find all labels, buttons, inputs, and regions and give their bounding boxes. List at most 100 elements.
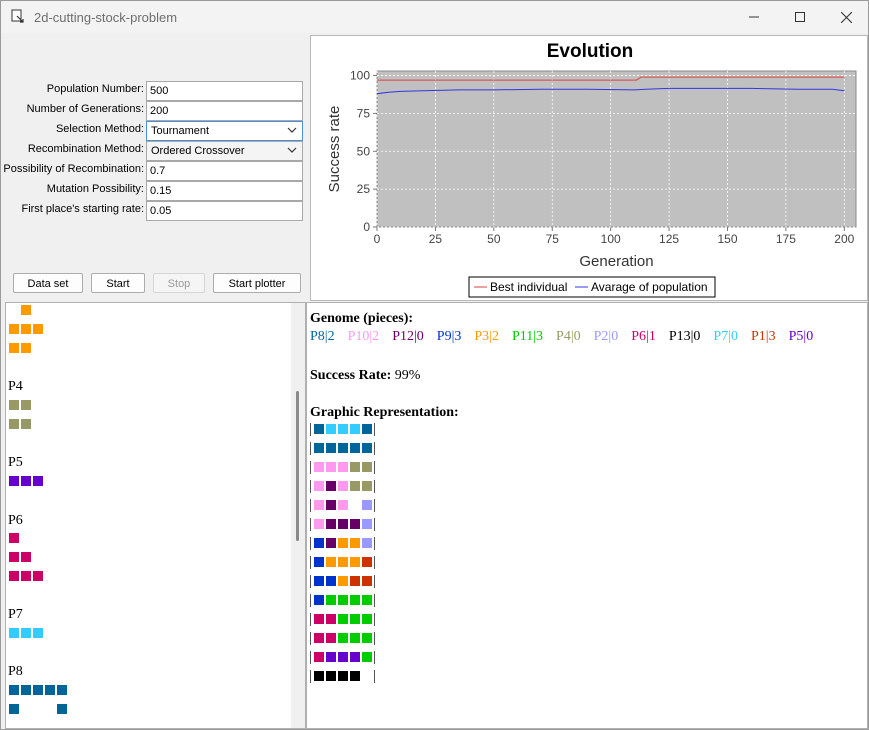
graphic-cell: [338, 576, 348, 586]
maximize-icon: [795, 12, 805, 22]
piece-label: P6: [8, 513, 23, 528]
graphic-cell: [314, 671, 324, 681]
stock-border: [374, 594, 375, 607]
graphic-cell: [362, 462, 372, 472]
chevron-down-icon: [287, 127, 297, 133]
graphic-cell: [326, 633, 336, 643]
close-button[interactable]: [823, 1, 868, 33]
mutation-possibility-input[interactable]: 0.15: [146, 181, 303, 201]
minimize-button[interactable]: [731, 1, 777, 33]
piece-cell: [33, 476, 43, 486]
piece-cell: [21, 343, 31, 353]
series-line-0: [377, 76, 845, 81]
genome-list: P8|2 P10|2 P12|0 P9|3 P3|2 P11|3 P4|0 P2|0 P6|1 P…: [310, 329, 826, 345]
graphic-cell: [338, 481, 348, 491]
graphic-cell: [338, 595, 348, 605]
piece-cell: [33, 571, 43, 581]
graphic-cell: [362, 538, 372, 548]
population-number-label: Population Number:: [46, 83, 144, 95]
y-tick-label: 25: [357, 182, 371, 196]
population-number-input[interactable]: 500: [146, 81, 303, 101]
piece-label: P7: [8, 607, 23, 622]
graphic-cell: [338, 519, 348, 529]
stock-border: [310, 461, 311, 474]
graphic-cell: [350, 462, 360, 472]
x-tick-label: 50: [487, 232, 501, 246]
graphic-cell: [350, 576, 360, 586]
selection-method-row: Selection Method: Tournament: [5, 121, 308, 141]
graphic-cell: [338, 424, 348, 434]
graphic-cell: [314, 500, 324, 510]
piece-cell: [21, 571, 31, 581]
graphic-cell: [350, 652, 360, 662]
selection-method-label: Selection Method:: [55, 123, 144, 135]
scrollbar-thumb[interactable]: [296, 391, 299, 541]
chart-legend: Best individual Avarage of population: [468, 276, 716, 298]
mutation-possibility-label: Mutation Possibility:: [46, 183, 144, 195]
start-button[interactable]: Start: [91, 273, 145, 293]
stock-border: [374, 499, 375, 512]
piece-cell: [9, 343, 19, 353]
stock-border: [374, 537, 375, 550]
genome-piece: P9|3: [436, 329, 462, 344]
piece-cell: [21, 324, 31, 334]
graphic-cell: [362, 633, 372, 643]
graphic-cell: [326, 576, 336, 586]
starting-rate-label: First place's starting rate:: [21, 203, 144, 215]
starting-rate-input[interactable]: 0.05: [146, 201, 303, 221]
genome-piece: P4|0: [556, 329, 581, 344]
recombination-possibility-row: Possibility of Recombination: 0.7: [3, 161, 308, 181]
graphic-cell: [326, 500, 336, 510]
stock-border: [310, 632, 311, 645]
graphic-cell: [326, 424, 336, 434]
x-tick-label: 75: [546, 232, 560, 246]
legend-label-1: Avarage of population: [591, 280, 708, 294]
generations-input[interactable]: 200: [146, 101, 303, 121]
maximize-button[interactable]: [777, 1, 823, 33]
pieces-panel[interactable]: P4 P5 P6 P7 P8: [5, 302, 306, 729]
recombination-method-select[interactable]: Ordered Crossover: [146, 141, 303, 161]
graphic-cell: [326, 538, 336, 548]
graphic-cell: [362, 652, 372, 662]
graphic-cell: [362, 443, 372, 453]
pieces-scrollbar[interactable]: [291, 303, 305, 728]
piece-cell: [9, 324, 19, 334]
graphic-cell: [314, 595, 324, 605]
piece-cell: [57, 685, 67, 695]
stop-button[interactable]: Stop: [153, 273, 205, 293]
genome-piece: P7|0: [713, 329, 739, 344]
graphic-cell: [350, 519, 360, 529]
title-bar[interactable]: 2d-cutting-stock-problem: [1, 1, 868, 33]
stock-border: [374, 480, 375, 493]
window-title: 2d-cutting-stock-problem: [34, 10, 178, 25]
piece-cell: [21, 419, 31, 429]
data-set-button[interactable]: Data set: [13, 273, 83, 293]
graphic-heading: Graphic Representation:: [310, 405, 459, 420]
selection-method-select[interactable]: Tournament: [146, 121, 303, 141]
y-tick-label: 0: [363, 220, 370, 234]
stock-border: [374, 518, 375, 531]
recombination-possibility-input[interactable]: 0.7: [146, 161, 303, 181]
piece-cell: [33, 324, 43, 334]
graphic-cell: [314, 443, 324, 453]
stock-border: [374, 575, 375, 588]
graphic-cell: [314, 614, 324, 624]
piece-cell: [21, 685, 31, 695]
stock-border: [310, 480, 311, 493]
graphic-cell: [314, 462, 324, 472]
graphic-cell: [326, 519, 336, 529]
graphic-cell: [338, 633, 348, 643]
chart-title: Evolution: [547, 41, 634, 62]
stock-border: [310, 594, 311, 607]
y-tick-label: 50: [357, 144, 371, 158]
graphic-cell: [362, 557, 372, 567]
piece-cell: [9, 419, 19, 429]
start-plotter-button[interactable]: Start plotter: [213, 273, 301, 293]
stock-border: [374, 556, 375, 569]
graphic-cell: [314, 424, 324, 434]
graphic-cell: [314, 481, 324, 491]
graphic-cell: [362, 424, 372, 434]
stock-border: [310, 651, 311, 664]
graphic-cell: [362, 576, 372, 586]
